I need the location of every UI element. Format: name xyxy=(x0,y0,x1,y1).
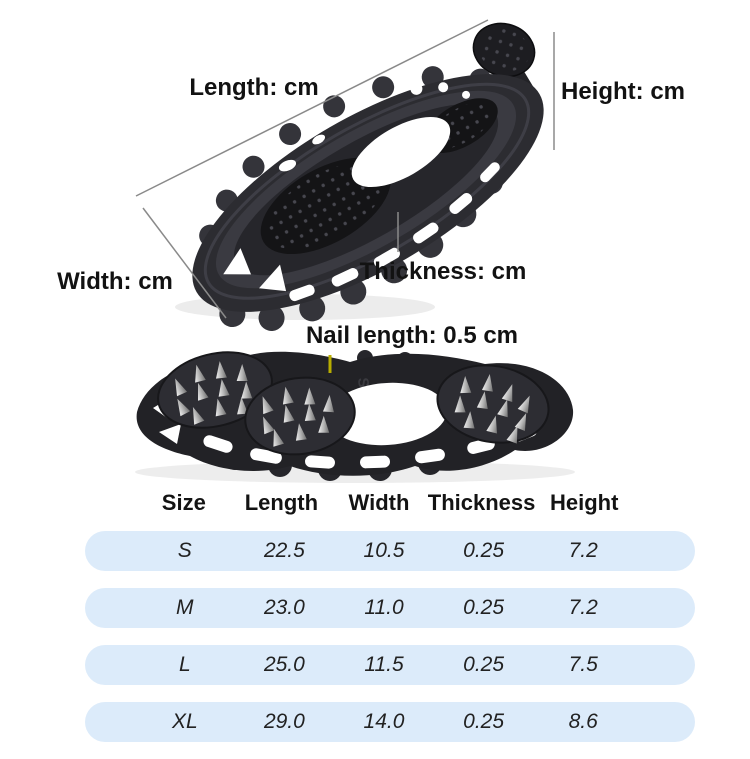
cell-length: 29.0 xyxy=(263,710,305,733)
width-label: Width: cm xyxy=(57,268,173,295)
table-row-xl: XL 29.0 14.0 0.25 8.6 xyxy=(85,702,695,742)
cell-height: 8.6 xyxy=(568,710,598,733)
cell-thickness: 0.25 xyxy=(463,539,505,562)
nail-length-label: Nail length: 0.5 cm xyxy=(305,322,519,349)
column-header-width: Width xyxy=(348,490,410,515)
cell-thickness: 0.25 xyxy=(463,596,505,619)
size-chart-header: Size Length Width Thickness Height xyxy=(85,486,695,520)
cell-length: 25.0 xyxy=(263,653,305,676)
cleat-top-view-drawing xyxy=(175,22,544,331)
cell-width: 11.5 xyxy=(364,653,404,676)
molded-size-mark: S xyxy=(354,377,372,388)
cell-thickness: 0.25 xyxy=(463,653,505,676)
table-row-l: L 25.0 11.5 0.25 7.5 xyxy=(85,645,695,685)
cell-length: 22.5 xyxy=(263,539,305,562)
cell-height: 7.2 xyxy=(568,539,598,562)
cell-thickness: 0.25 xyxy=(463,710,505,733)
size-chart: Size Length Width Thickness Height S 22.… xyxy=(85,486,695,759)
table-row-m: M 23.0 11.0 0.25 7.2 xyxy=(85,588,695,628)
cell-height: 7.5 xyxy=(568,653,598,676)
table-row-s: S 22.5 10.5 0.25 7.2 xyxy=(85,531,695,571)
cell-height: 7.2 xyxy=(568,596,598,619)
height-label: Height: cm xyxy=(560,78,686,105)
column-header-height: Height xyxy=(549,490,619,515)
cell-width: 14.0 xyxy=(363,710,405,733)
column-header-length: Length xyxy=(244,490,319,515)
cell-size: L xyxy=(178,653,191,676)
cleat-bottom-view-image: S xyxy=(115,338,595,486)
column-header-thickness: Thickness xyxy=(427,490,536,515)
column-header-size: Size xyxy=(161,490,206,515)
cell-size: M xyxy=(176,596,194,619)
cell-width: 10.5 xyxy=(363,539,405,562)
cell-width: 11.0 xyxy=(364,596,404,619)
thickness-label: Thickness: cm xyxy=(359,258,527,285)
cleat-bottom-view-drawing: S xyxy=(135,350,575,483)
cell-size: XL xyxy=(171,710,198,733)
cell-length: 23.0 xyxy=(263,596,305,619)
cell-size: S xyxy=(177,539,192,562)
length-label: Length: cm xyxy=(189,74,319,101)
cleat-top-view-image xyxy=(130,5,600,345)
